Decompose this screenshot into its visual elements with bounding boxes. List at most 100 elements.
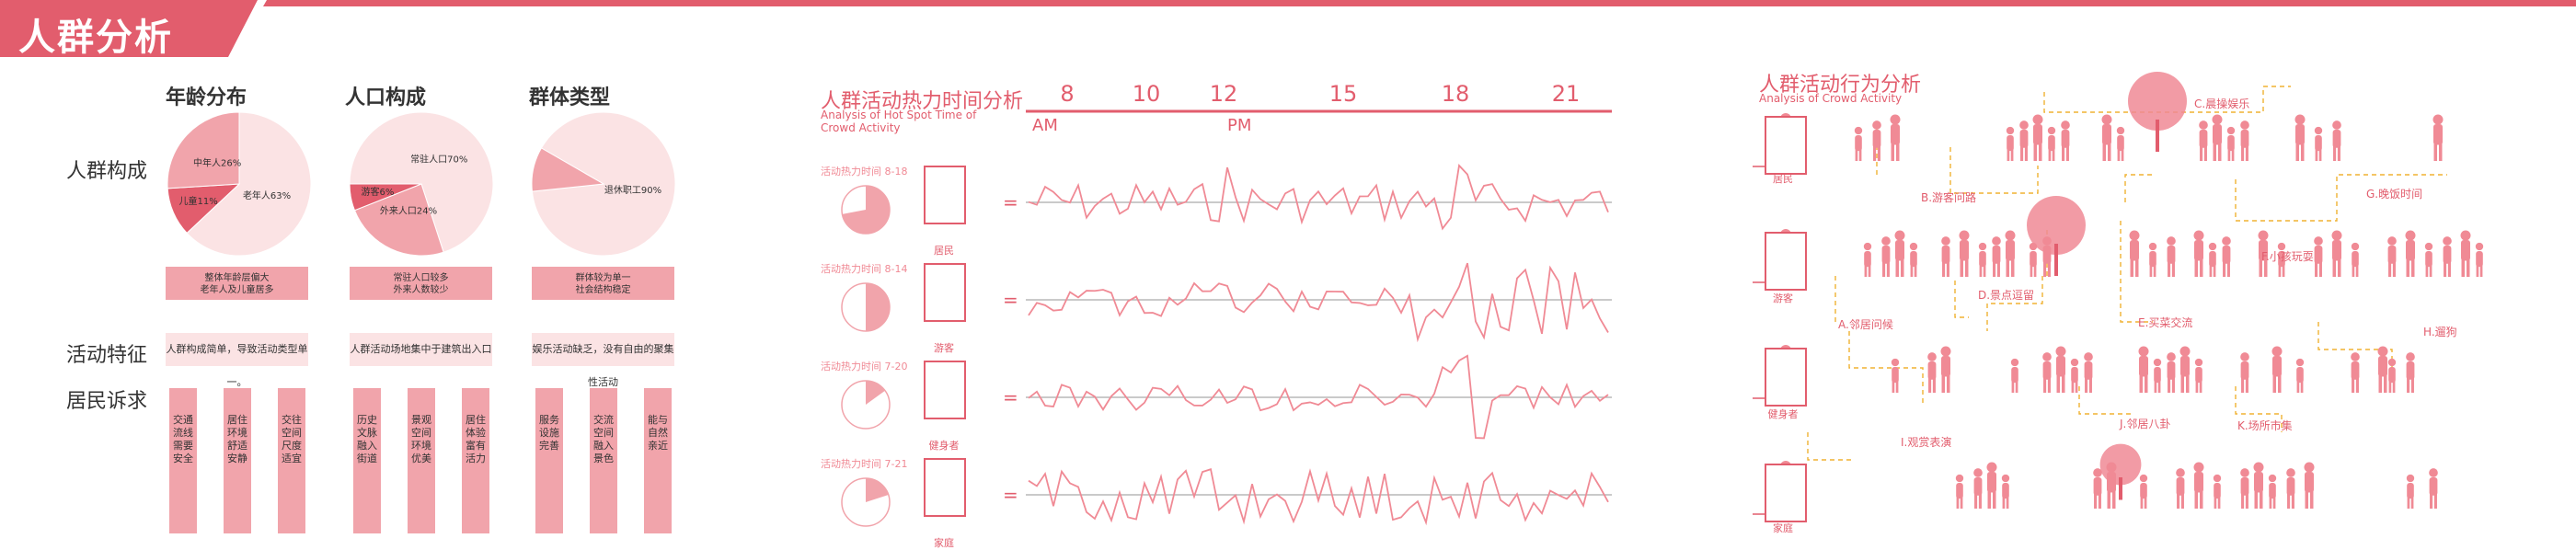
person-leg [2043, 374, 2047, 393]
group-label-fitness: 健身者 [1767, 408, 1799, 420]
person-leg [2171, 258, 2175, 277]
activity-label-d: D.景点逗留 [1978, 289, 2035, 302]
behavior-title: 人群活动行为分析 [1759, 74, 1922, 97]
tourist-figure-box [924, 263, 966, 322]
demand-1-1: 交通流线需要安全 [169, 388, 197, 533]
person-head [2429, 468, 2438, 477]
person-leg [2447, 258, 2451, 277]
person-head [2240, 120, 2249, 130]
demand-2-1: 历史文脉融入街道 [353, 388, 381, 533]
person-leg [2305, 487, 2308, 509]
person-head [2019, 120, 2029, 130]
person-head [2304, 462, 2315, 473]
person-leg [2260, 487, 2263, 509]
person-leg [2214, 492, 2217, 509]
person-head [1940, 346, 1951, 357]
person-leg [1993, 258, 1996, 277]
person-head [2475, 242, 2484, 251]
demand-1-3: 交往空间尺度适宜 [278, 388, 305, 533]
row-header-features: 活动特征 [66, 344, 148, 367]
person-leg [2439, 140, 2443, 161]
person-leg [2195, 376, 2199, 393]
person-head [2006, 126, 2015, 135]
person-body [2006, 240, 2015, 261]
person-leg [2157, 376, 2161, 393]
person-leg [2355, 374, 2359, 393]
person-head [2093, 468, 2102, 477]
behavior-tourist-box [1765, 232, 1807, 291]
behavior-resident-box [1765, 116, 1807, 175]
person-leg [2433, 140, 2437, 161]
person-leg [2318, 258, 2322, 277]
hotspot-row-label-2: 活动热力时间 8-14 [821, 263, 908, 275]
group-label-tourist: 游客 [1773, 292, 1793, 304]
person-leg [2245, 374, 2248, 393]
person-head [2277, 242, 2286, 251]
person-head [2295, 358, 2305, 367]
person-head [2029, 242, 2038, 251]
person-leg [2226, 258, 2230, 277]
person-leg [2020, 143, 2024, 161]
person-leg [1946, 258, 1949, 277]
demand-2-3: 居住体验富有活力 [462, 388, 489, 533]
person-leg [1882, 258, 1886, 277]
person-body [2254, 472, 2263, 493]
page-title: 人群分析 [18, 17, 173, 59]
person-leg [2315, 144, 2318, 161]
person-head [1891, 358, 1900, 367]
person-leg [2117, 144, 2121, 161]
time-tick: 18 [1442, 81, 1470, 107]
activity-label-k: K.场所市集 [2237, 419, 2293, 432]
person-head [2212, 114, 2223, 125]
hotspot-gauge-fill [842, 186, 890, 235]
tree-trunk [2156, 120, 2159, 152]
person-head [2222, 236, 2231, 246]
person-leg [1868, 260, 1871, 277]
person-head [2213, 474, 2222, 483]
person-head [2032, 114, 2043, 125]
person-head [2193, 230, 2204, 241]
person-body [2378, 356, 2387, 377]
person-leg [2332, 256, 2336, 277]
pie-slice [349, 111, 494, 253]
person-leg [2301, 140, 2305, 161]
person-leg [1873, 143, 1877, 161]
equals-sign-1: = [1003, 191, 1018, 213]
time-tick: 21 [1552, 81, 1581, 107]
person-body [1941, 356, 1950, 377]
person-body [2139, 356, 2148, 377]
person-head [2405, 230, 2416, 241]
activity-connector [2124, 174, 2153, 202]
time-tick: 15 [1329, 81, 1358, 107]
person-leg [2200, 487, 2203, 509]
person-leg [2384, 372, 2387, 393]
person-leg [2272, 372, 2276, 393]
hotspot-row-label-1: 活动热力时间 8-18 [821, 166, 908, 178]
person-body [1987, 472, 1996, 493]
person-leg [1891, 140, 1894, 161]
person-leg [2200, 143, 2203, 161]
demand-3-3: 能与自然亲近 [644, 388, 672, 533]
person-leg [2154, 376, 2157, 393]
person-head [1872, 120, 1881, 130]
person-head [1894, 230, 1905, 241]
person-leg [2135, 256, 2139, 277]
person-leg [2062, 143, 2065, 161]
fitness-figure-box [924, 361, 966, 419]
person-leg [2241, 143, 2245, 161]
hotspot-caption-4: 家庭 [934, 537, 954, 549]
person-leg [2052, 144, 2055, 161]
person-head [1959, 230, 1970, 241]
person-head [1881, 236, 1891, 246]
person-head [2167, 352, 2176, 361]
tree-trunk [2119, 477, 2122, 500]
person-leg [2140, 492, 2144, 509]
activity-connector [1954, 281, 1969, 318]
person-leg [1896, 140, 1900, 161]
person-leg [1877, 143, 1880, 161]
pie-slice-label: 常驻人口70% [410, 153, 467, 165]
person-leg [2033, 140, 2037, 161]
pie-slice-label: 游客6% [362, 186, 395, 198]
person-leg [2043, 258, 2047, 277]
pie-slice [186, 111, 312, 257]
